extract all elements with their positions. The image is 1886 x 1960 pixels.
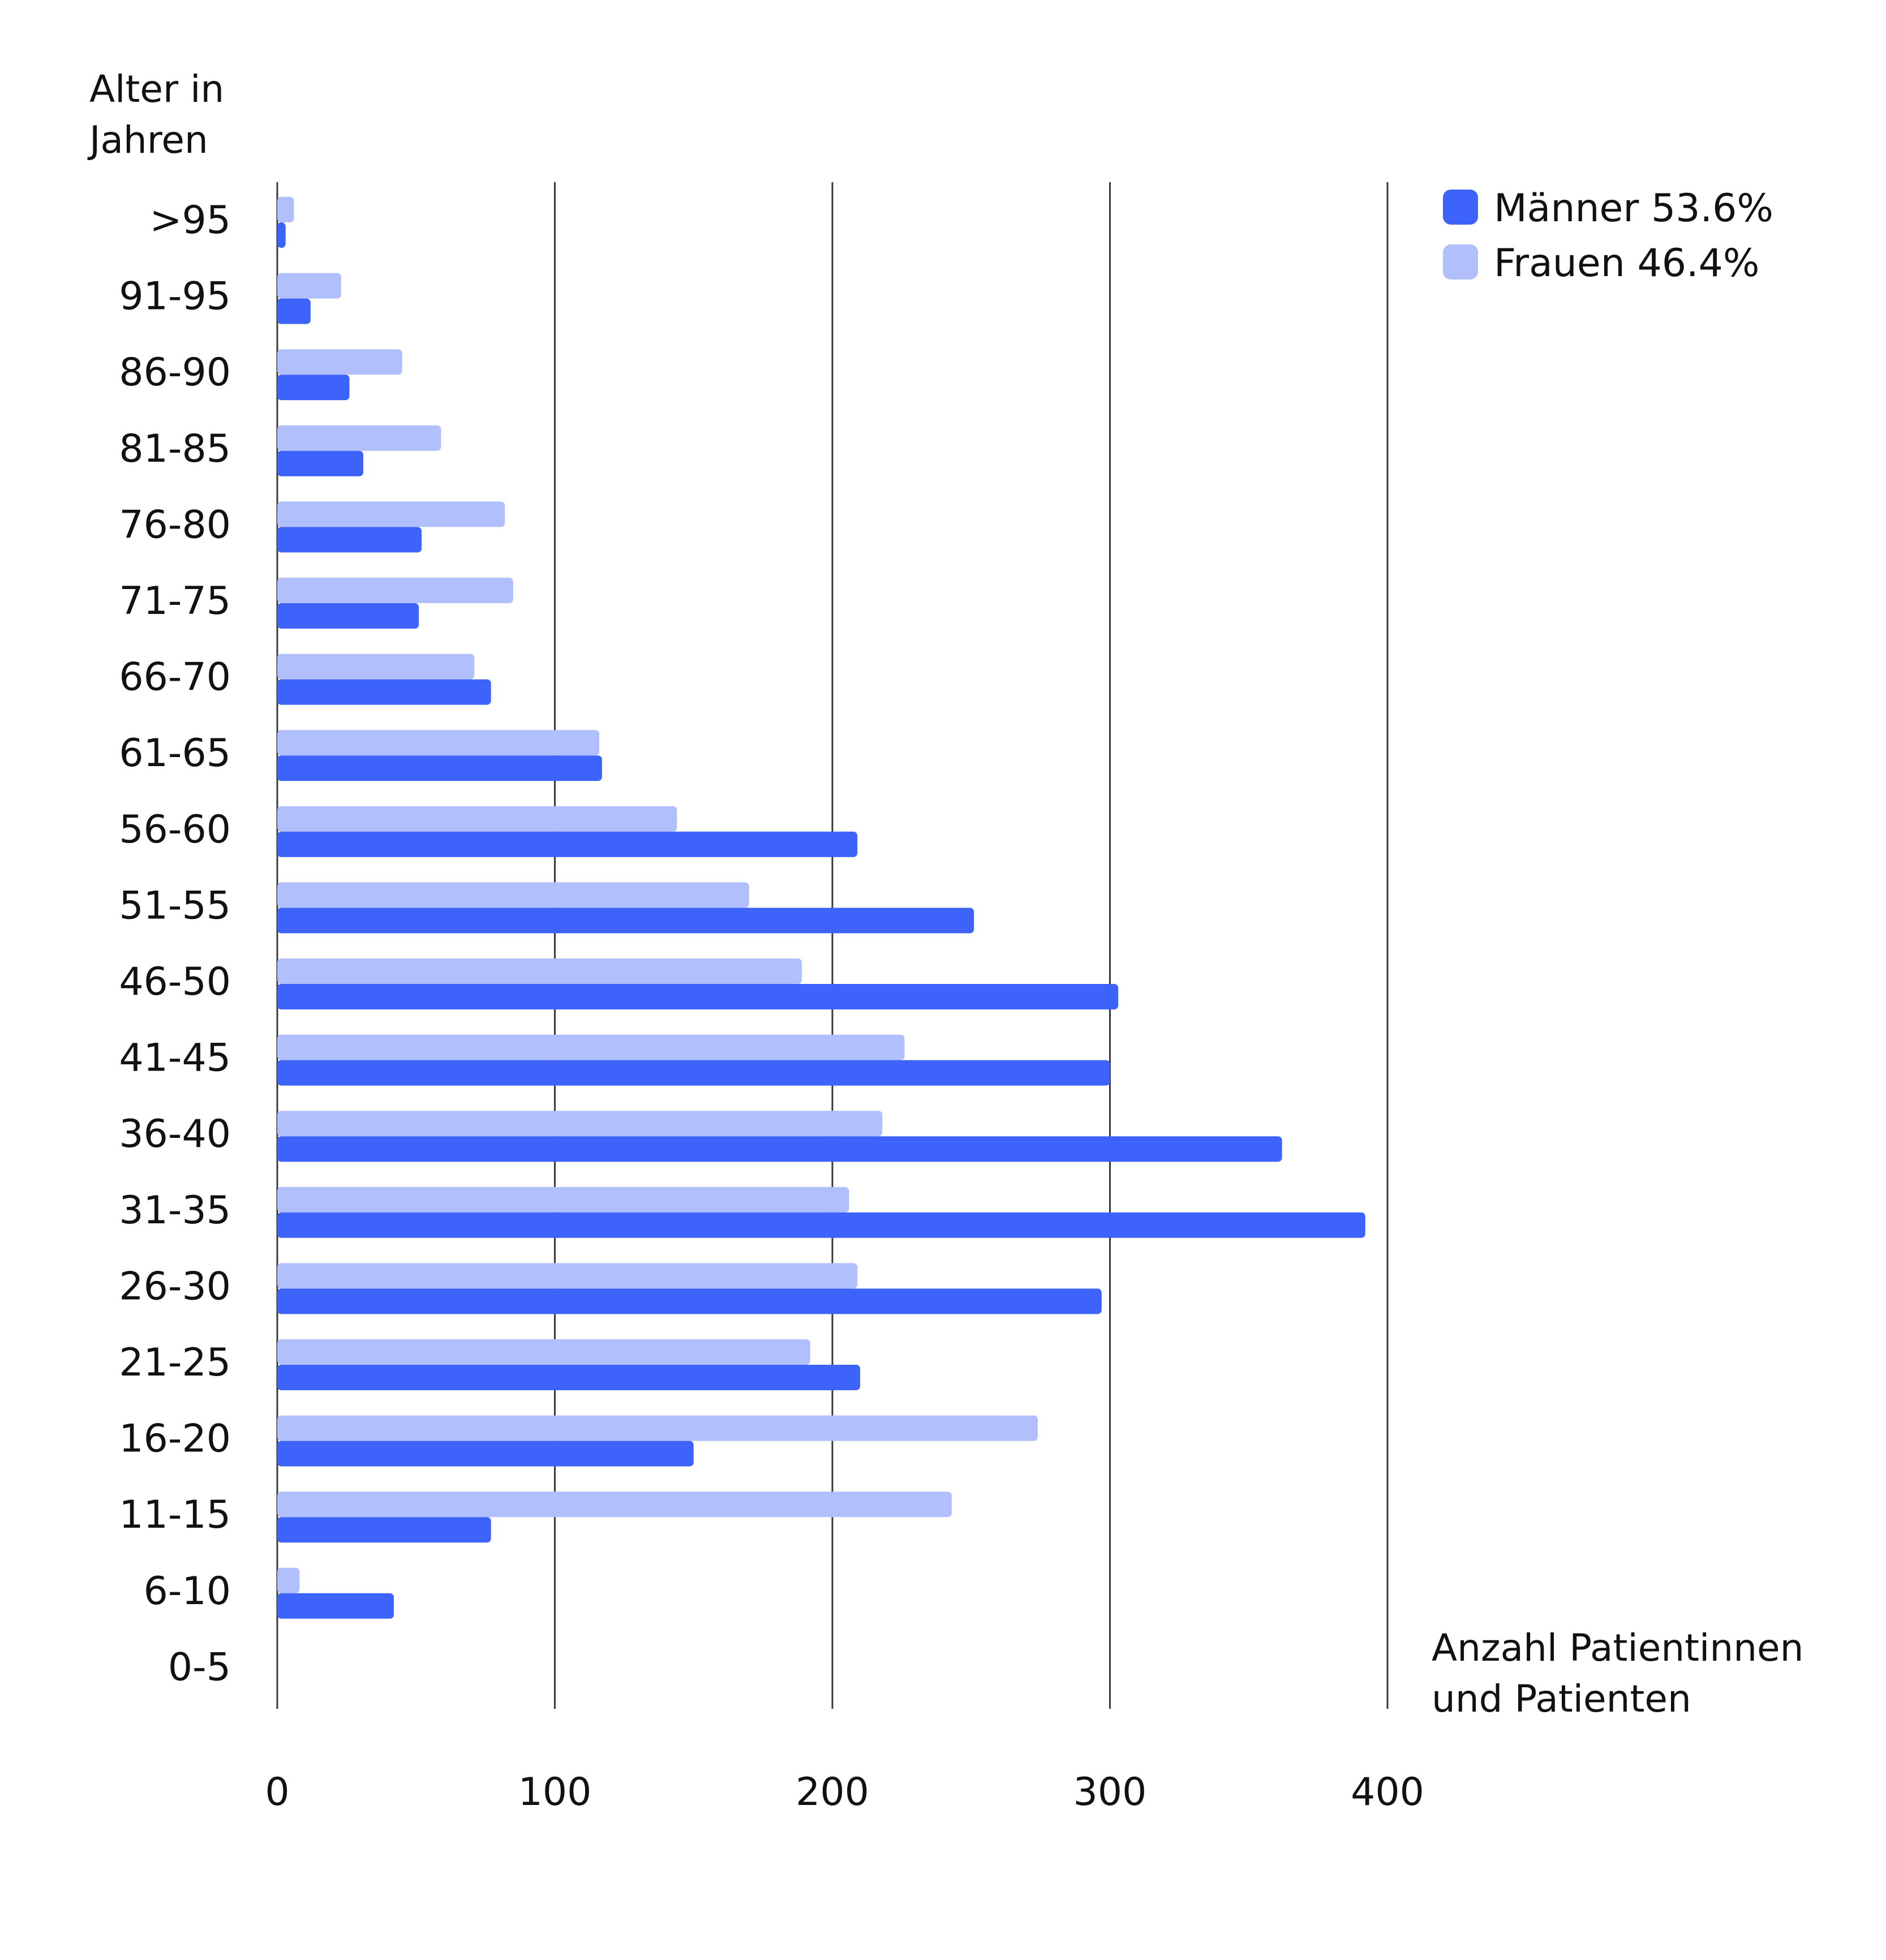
gridlines <box>276 182 1389 1709</box>
bar-m-nner-91-95 <box>277 298 311 324</box>
bar-m-nner-81-85 <box>277 450 364 476</box>
bar-m-nner-31-35 <box>277 1212 1365 1238</box>
category-label-31-35: 31-35 <box>119 1188 231 1233</box>
category-label-71-75: 71-75 <box>119 579 231 624</box>
legend-swatch-frauen <box>1443 244 1478 280</box>
category-label-61-65: 61-65 <box>119 731 231 776</box>
category-label-86-90: 86-90 <box>119 350 231 395</box>
bar-frauen-86-90 <box>277 349 402 375</box>
category-label-66-70: 66-70 <box>119 655 231 700</box>
legend-label-m-nner: Männer 53.6% <box>1494 186 1773 231</box>
category-label-81-85: 81-85 <box>119 427 231 471</box>
bar-m-nner-76-80 <box>277 527 422 553</box>
x-tick-label-100: 100 <box>518 1770 592 1815</box>
bar-frauen-95 <box>277 197 294 222</box>
category-label-11-15: 11-15 <box>119 1493 231 1537</box>
bar-m-nner-46-50 <box>277 984 1119 1009</box>
bar-m-nner-21-25 <box>277 1365 861 1390</box>
bar-frauen-66-70 <box>277 654 475 680</box>
x-tick-labels: 0 100 200 300 400 <box>265 1770 1424 1815</box>
category-label-91-95: 91-95 <box>119 274 231 319</box>
bar-frauen-91-95 <box>277 273 341 299</box>
bar-m-nner-71-75 <box>277 603 419 629</box>
bar-m-nner-95 <box>277 222 286 248</box>
x-tick-label-400: 400 <box>1351 1770 1424 1815</box>
x-axis-title: Anzahl Patientinnen und Patienten <box>1432 1626 1815 1721</box>
bar-frauen-41-45 <box>277 1034 905 1060</box>
bar-frauen-76-80 <box>277 501 505 527</box>
bar-frauen-11-15 <box>277 1492 952 1518</box>
bar-frauen-46-50 <box>277 958 802 984</box>
bar-m-nner-16-20 <box>277 1441 694 1467</box>
bar-m-nner-51-55 <box>277 908 974 934</box>
bar-m-nner-66-70 <box>277 679 491 705</box>
x-tick-label-200: 200 <box>796 1770 869 1815</box>
legend-label-frauen: Frauen 46.4% <box>1494 241 1759 286</box>
category-label-21-25: 21-25 <box>119 1340 231 1385</box>
category-label-16-20: 16-20 <box>119 1417 231 1462</box>
category-label-56-60: 56-60 <box>119 807 231 852</box>
bar-m-nner-61-65 <box>277 755 602 781</box>
bar-m-nner-6-10 <box>277 1593 394 1619</box>
category-label-0-5: 0-5 <box>168 1645 231 1690</box>
bar-frauen-61-65 <box>277 730 599 756</box>
bar-frauen-36-40 <box>277 1111 883 1137</box>
category-labels: >95 91-95 86-90 81-85 76-80 71-75 66-70 61-65 56… <box>119 198 231 1690</box>
legend: Männer 53.6% Frauen 46.4% <box>1443 186 1773 286</box>
bar-frauen-51-55 <box>277 882 749 908</box>
legend-swatch-m-nner <box>1443 190 1478 225</box>
bar-frauen-81-85 <box>277 425 441 451</box>
bar-frauen-16-20 <box>277 1415 1038 1441</box>
bar-frauen-6-10 <box>277 1567 300 1593</box>
bar-m-nner-41-45 <box>277 1060 1110 1086</box>
x-tick-label-0: 0 <box>265 1770 289 1815</box>
category-label-6-10: 6-10 <box>144 1569 231 1614</box>
bar-m-nner-36-40 <box>277 1136 1282 1162</box>
bar-frauen-26-30 <box>277 1263 858 1289</box>
bar-frauen-21-25 <box>277 1339 810 1365</box>
category-label-46-50: 46-50 <box>119 960 231 1004</box>
bar-m-nner-11-15 <box>277 1517 491 1543</box>
x-tick-label-300: 300 <box>1073 1770 1147 1815</box>
bar-frauen-31-35 <box>277 1187 849 1213</box>
category-label-95: >95 <box>149 198 231 243</box>
category-label-41-45: 41-45 <box>119 1036 231 1081</box>
bar-frauen-56-60 <box>277 806 677 832</box>
bar-frauen-71-75 <box>277 578 513 603</box>
category-label-76-80: 76-80 <box>119 502 231 547</box>
category-label-26-30: 26-30 <box>119 1264 231 1309</box>
category-label-51-55: 51-55 <box>119 883 231 928</box>
bar-m-nner-86-90 <box>277 375 350 401</box>
bar-m-nner-56-60 <box>277 831 858 857</box>
category-label-36-40: 36-40 <box>119 1112 231 1157</box>
bar-m-nner-26-30 <box>277 1288 1102 1314</box>
bars <box>277 197 1365 1619</box>
y-axis-title: Alter in Jahren <box>87 67 236 162</box>
